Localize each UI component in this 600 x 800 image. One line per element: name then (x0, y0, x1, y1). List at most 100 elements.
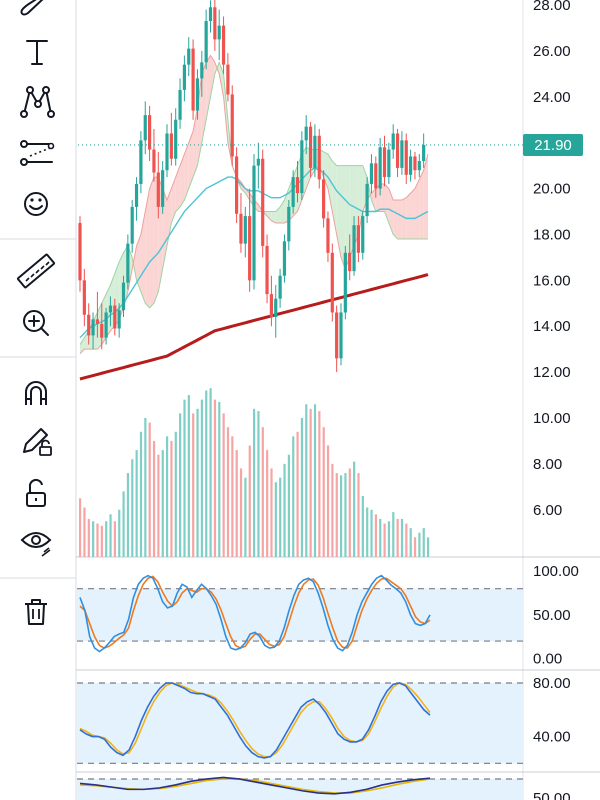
candle-body (304, 126, 308, 141)
candle-body (322, 179, 326, 219)
price-axis-tick: 18.00 (533, 226, 571, 243)
candle-body (208, 7, 213, 22)
signal-line (79, 682, 431, 758)
price-axis-tick: 20.00 (533, 181, 571, 198)
oscillator-3-pane (77, 776, 523, 800)
volume-bar (179, 413, 182, 557)
volume-bar (300, 418, 304, 557)
cloud-segment (167, 188, 172, 246)
ma-slow-line (79, 273, 429, 381)
candle-body (161, 170, 165, 207)
candle-body (165, 133, 169, 171)
candle-body (235, 156, 239, 214)
pattern-tool-icon[interactable] (20, 86, 55, 118)
price-axis-tick: 24.00 (533, 89, 571, 106)
text-tool-icon[interactable] (20, 34, 54, 70)
volume-bar (209, 388, 212, 557)
candle-body (352, 225, 356, 272)
cloud-segment (414, 179, 420, 240)
volume-bar (239, 468, 243, 557)
candle-body (282, 241, 287, 276)
zoom-in-icon[interactable] (23, 310, 49, 336)
candle-body (152, 149, 156, 173)
volume-bar (166, 436, 169, 557)
volume-bar (139, 431, 143, 557)
candle-body (326, 218, 330, 253)
volume-bar (318, 411, 321, 557)
volume-bar (248, 445, 251, 557)
candle-body (335, 312, 339, 359)
candle-body (178, 89, 182, 120)
candle-body (400, 140, 404, 168)
volume-bar (122, 491, 125, 557)
main-line (79, 682, 431, 759)
lock-drawing-icon[interactable] (23, 428, 52, 456)
volume-bar (409, 528, 412, 557)
volume-bar (222, 413, 225, 557)
candle-body (422, 144, 426, 162)
volume-bar (270, 468, 273, 557)
cloud-segment (375, 183, 381, 212)
candle-body (313, 135, 317, 168)
candle-body (104, 312, 108, 338)
candle-body (226, 64, 230, 95)
volume-bar (131, 459, 134, 557)
trash-icon[interactable] (25, 599, 47, 625)
candle-body (243, 216, 247, 244)
candle-body (409, 156, 413, 175)
volume-bar (322, 427, 325, 557)
forecast-tool-icon[interactable] (20, 140, 55, 166)
volume-bar (405, 523, 408, 557)
emoji-icon[interactable] (24, 192, 48, 216)
cloud-segment (193, 108, 198, 178)
volume-bar (187, 395, 190, 557)
candle-body (221, 25, 226, 65)
candle-body (100, 323, 104, 338)
volume-bar (374, 514, 377, 557)
volume-bar (292, 436, 295, 557)
price-axis-tick: 14.00 (533, 318, 571, 335)
candle-body (191, 48, 195, 111)
indicator-axis-tick: 50.00 (533, 790, 571, 800)
volume-bar (244, 477, 247, 557)
candle-body (252, 165, 256, 281)
candle-body (300, 140, 304, 194)
candle-body (348, 252, 352, 272)
volume-bar (113, 521, 116, 557)
candle-body (343, 252, 347, 313)
candle-body (87, 314, 91, 336)
price-axis-tick: 26.00 (533, 43, 571, 60)
price-axis-tick: 28.00 (533, 0, 571, 14)
cloud-segment (341, 165, 346, 269)
volume-bar (279, 477, 282, 557)
cloud-segment (423, 154, 428, 240)
last-price-tag[interactable]: 21.90 (523, 133, 583, 156)
volume-bar (340, 475, 343, 557)
candle-body (387, 149, 391, 178)
volume-bar (83, 507, 86, 557)
volume-bar (144, 418, 147, 557)
volume-bar (92, 521, 95, 557)
lock-icon[interactable] (26, 478, 46, 507)
volume-bar (196, 408, 199, 557)
candle-body (395, 133, 400, 168)
volume-bar (383, 523, 386, 557)
brush-icon[interactable] (18, 0, 58, 16)
candle-body (261, 158, 265, 246)
cloud-segment (327, 154, 333, 212)
volume-bar (392, 512, 395, 557)
candle-body (187, 48, 191, 65)
eye-icon[interactable] (20, 532, 52, 557)
cloud-segment (206, 55, 211, 120)
magnet-icon[interactable] (25, 381, 47, 405)
volume-bar (157, 454, 160, 557)
cloud-segment (397, 200, 402, 240)
candle-body (217, 25, 221, 40)
candle-body (130, 206, 134, 244)
cloud-segment (145, 188, 150, 308)
candle-body (82, 280, 86, 315)
ruler-icon[interactable] (16, 253, 56, 289)
indicator-axis-tick: 0.00 (533, 651, 562, 668)
volume-bar (96, 523, 99, 557)
